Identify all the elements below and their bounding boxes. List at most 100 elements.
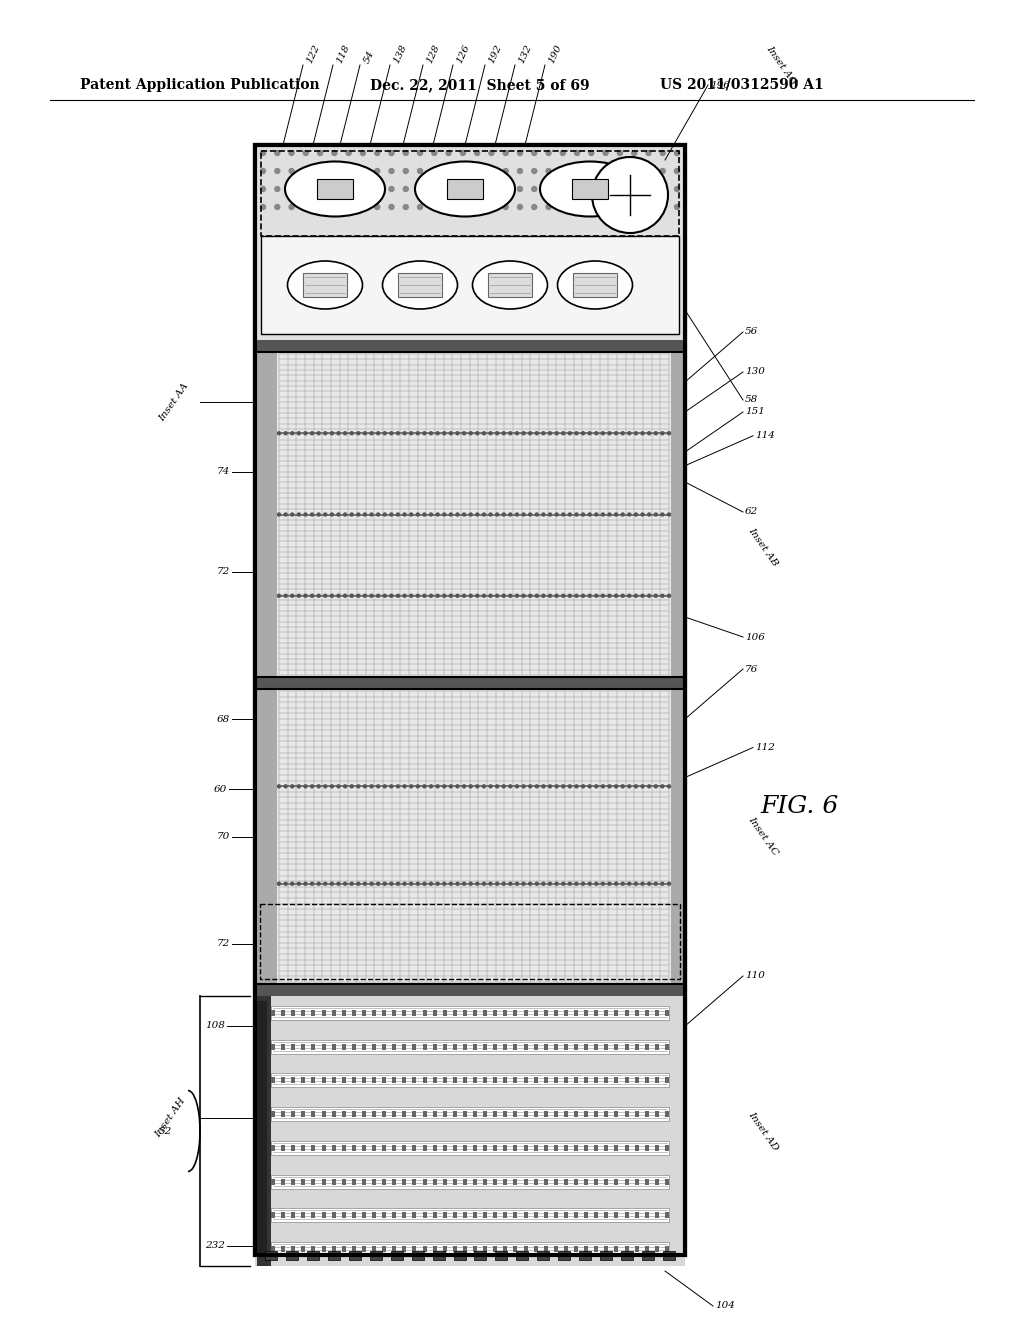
Circle shape: [403, 594, 407, 597]
Circle shape: [660, 513, 664, 516]
Bar: [257, 997, 271, 1266]
Bar: [463, 1044, 467, 1049]
Bar: [665, 1010, 669, 1016]
Circle shape: [574, 432, 578, 434]
Bar: [655, 1077, 658, 1084]
Circle shape: [574, 594, 578, 597]
Circle shape: [489, 594, 492, 597]
Circle shape: [383, 785, 386, 788]
Bar: [423, 1077, 427, 1084]
Circle shape: [531, 169, 537, 173]
Bar: [625, 1212, 629, 1218]
Circle shape: [646, 205, 651, 210]
Circle shape: [446, 186, 452, 191]
Circle shape: [588, 882, 591, 886]
Circle shape: [377, 882, 380, 886]
Text: 192: 192: [487, 44, 504, 65]
Circle shape: [574, 882, 578, 886]
Bar: [574, 1179, 579, 1184]
Circle shape: [654, 785, 657, 788]
Bar: [311, 1144, 315, 1151]
Bar: [496, 1251, 508, 1261]
Bar: [433, 1246, 436, 1251]
Ellipse shape: [540, 161, 640, 216]
Bar: [642, 1251, 654, 1261]
Circle shape: [370, 882, 373, 886]
Circle shape: [370, 513, 373, 516]
Bar: [432, 1251, 444, 1261]
Bar: [286, 1251, 298, 1261]
Bar: [322, 1144, 326, 1151]
Circle shape: [628, 594, 631, 597]
Text: 52: 52: [159, 1126, 172, 1135]
Circle shape: [476, 513, 479, 516]
Bar: [671, 689, 685, 983]
Circle shape: [592, 157, 668, 234]
Ellipse shape: [415, 161, 515, 216]
Circle shape: [475, 169, 479, 173]
Circle shape: [574, 785, 578, 788]
Circle shape: [331, 513, 334, 516]
Bar: [554, 1077, 558, 1084]
Circle shape: [469, 882, 472, 886]
Bar: [311, 1212, 315, 1218]
Bar: [402, 1111, 407, 1117]
Bar: [342, 1212, 346, 1218]
Bar: [352, 1179, 355, 1184]
Circle shape: [410, 513, 413, 516]
Circle shape: [364, 432, 367, 434]
Circle shape: [603, 205, 608, 210]
Circle shape: [660, 882, 664, 886]
Circle shape: [332, 186, 337, 191]
Circle shape: [622, 432, 625, 434]
Circle shape: [317, 205, 323, 210]
Circle shape: [608, 513, 611, 516]
Circle shape: [390, 594, 393, 597]
Bar: [574, 1010, 579, 1016]
Bar: [392, 1212, 396, 1218]
Text: FIG. 6: FIG. 6: [760, 795, 839, 818]
Circle shape: [383, 882, 386, 886]
Bar: [442, 1246, 446, 1251]
Bar: [558, 1251, 570, 1261]
Circle shape: [360, 169, 366, 173]
Bar: [382, 1111, 386, 1117]
Circle shape: [546, 205, 551, 210]
Bar: [322, 1179, 326, 1184]
Bar: [392, 1044, 396, 1049]
Bar: [544, 1044, 548, 1049]
Circle shape: [542, 882, 545, 886]
Circle shape: [317, 150, 323, 156]
Circle shape: [517, 186, 522, 191]
Bar: [322, 1111, 326, 1117]
Text: 74: 74: [217, 467, 230, 477]
Bar: [494, 1144, 498, 1151]
Circle shape: [517, 150, 522, 156]
Circle shape: [574, 150, 580, 156]
Bar: [423, 1044, 427, 1049]
Text: 72: 72: [217, 940, 230, 949]
Bar: [311, 1179, 315, 1184]
Circle shape: [403, 513, 407, 516]
Circle shape: [536, 513, 539, 516]
Circle shape: [446, 169, 452, 173]
Bar: [255, 145, 685, 341]
Circle shape: [660, 186, 666, 191]
Text: Inset AB: Inset AB: [746, 527, 780, 568]
Circle shape: [297, 594, 300, 597]
Circle shape: [429, 785, 432, 788]
Bar: [311, 1246, 315, 1251]
Circle shape: [389, 186, 394, 191]
Bar: [372, 1044, 376, 1049]
Bar: [453, 1144, 457, 1151]
Circle shape: [469, 432, 472, 434]
Circle shape: [675, 169, 680, 173]
Bar: [523, 1144, 527, 1151]
Circle shape: [370, 594, 373, 597]
Bar: [474, 1251, 486, 1261]
Bar: [342, 1077, 346, 1084]
Circle shape: [442, 594, 445, 597]
Circle shape: [450, 594, 453, 597]
Circle shape: [574, 186, 580, 191]
Circle shape: [560, 205, 565, 210]
